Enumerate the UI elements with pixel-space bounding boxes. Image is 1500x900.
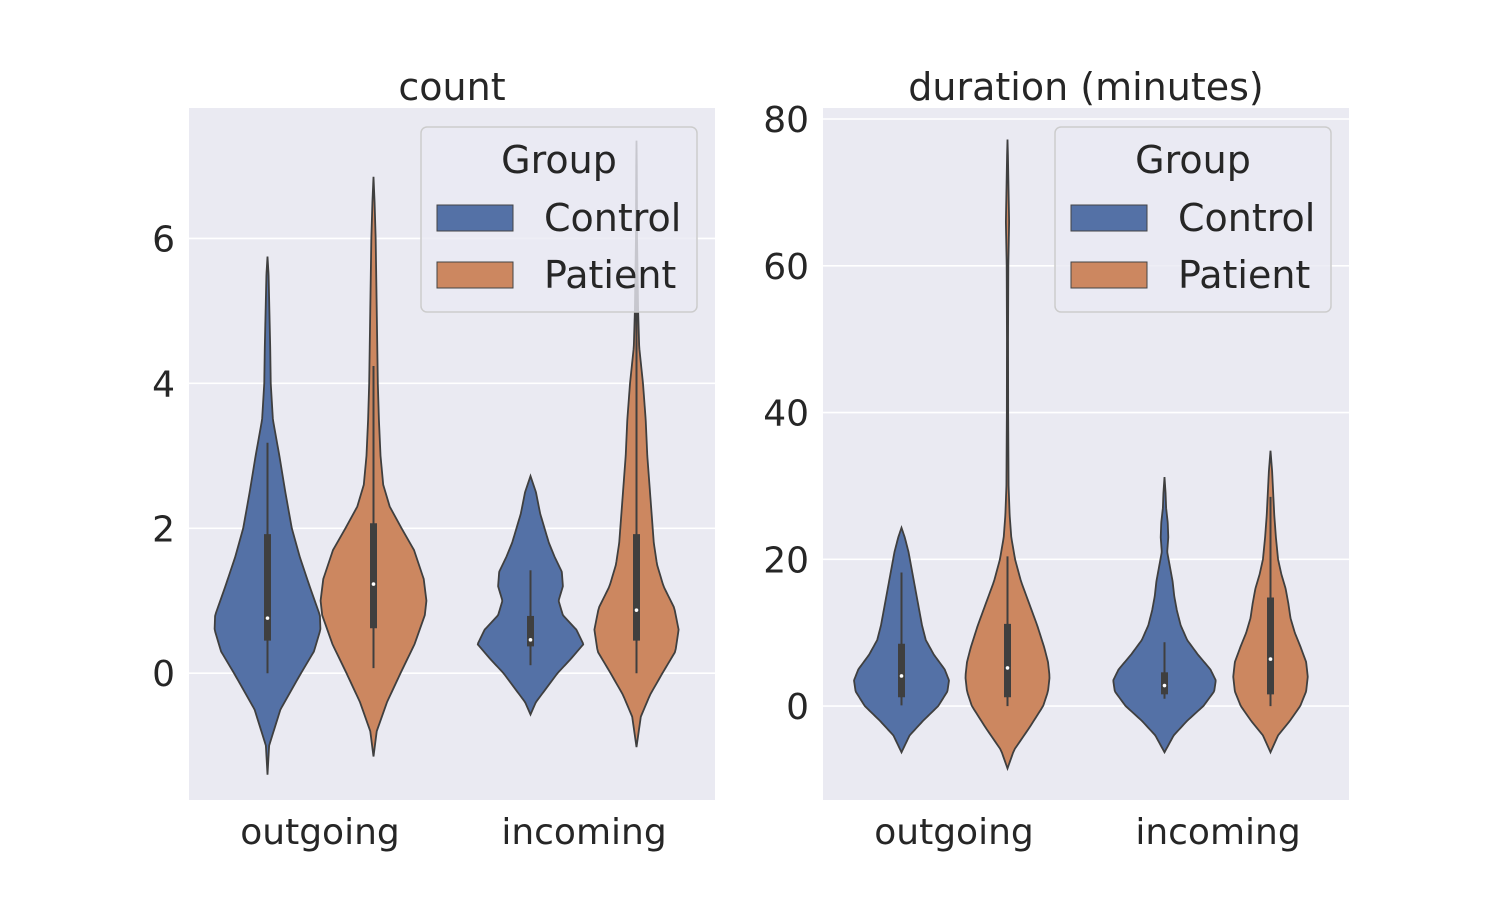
y-tick-label: 60 xyxy=(763,247,809,288)
median-dot xyxy=(899,674,904,678)
x-tick-label-outgoing: outgoing xyxy=(874,812,1034,853)
median-dot xyxy=(634,608,639,612)
legend-swatch-patient xyxy=(436,261,514,289)
x-tick-label-incoming: incoming xyxy=(1135,812,1300,853)
y-tick-label: 6 xyxy=(152,219,175,260)
violins xyxy=(853,139,1309,772)
patient-outgoing-violin xyxy=(964,139,1051,772)
median-dot xyxy=(1268,657,1273,661)
y-tick-label: 2 xyxy=(152,509,175,550)
x-tick-label-outgoing: outgoing xyxy=(240,812,400,853)
legend-title: Group xyxy=(501,138,617,182)
y-tick-labels: 0 2 4 6 xyxy=(152,219,175,695)
median-dot xyxy=(1005,666,1010,670)
legend-label-control: Control xyxy=(544,196,681,240)
y-tick-label: 20 xyxy=(763,540,809,581)
legend-swatch-patient xyxy=(1070,261,1148,289)
chart-title: count xyxy=(398,65,505,109)
y-tick-label: 40 xyxy=(763,394,809,435)
y-tick-labels: 0 20 40 60 80 xyxy=(763,100,809,728)
x-tick-label-incoming: incoming xyxy=(501,812,666,853)
duration-panel: 0 20 40 60 80 outgoing incoming duration (mi… xyxy=(763,65,1349,853)
count-panel: 0 2 4 6 outgoing incoming count Group Contr… xyxy=(152,65,715,853)
violins xyxy=(213,140,680,775)
legend-label-control: Control xyxy=(1178,196,1315,240)
y-tick-label: 4 xyxy=(152,364,175,405)
legend: Group Control Patient xyxy=(1054,126,1332,313)
y-tick-label: 0 xyxy=(152,654,175,695)
legend-swatch-control xyxy=(1070,204,1148,232)
control-incoming-violin xyxy=(1112,477,1217,755)
chart-title: duration (minutes) xyxy=(908,65,1263,109)
legend-label-patient: Patient xyxy=(544,253,676,297)
median-dot xyxy=(265,616,270,620)
y-tick-label: 0 xyxy=(786,687,809,728)
y-tick-label: 80 xyxy=(763,100,809,141)
median-dot xyxy=(1162,683,1167,688)
legend-swatch-control xyxy=(436,204,514,232)
median-dot xyxy=(371,582,376,586)
legend-title: Group xyxy=(1135,138,1251,182)
legend-label-patient: Patient xyxy=(1178,253,1310,297)
legend: Group Control Patient xyxy=(420,126,698,313)
median-dot xyxy=(528,638,533,642)
